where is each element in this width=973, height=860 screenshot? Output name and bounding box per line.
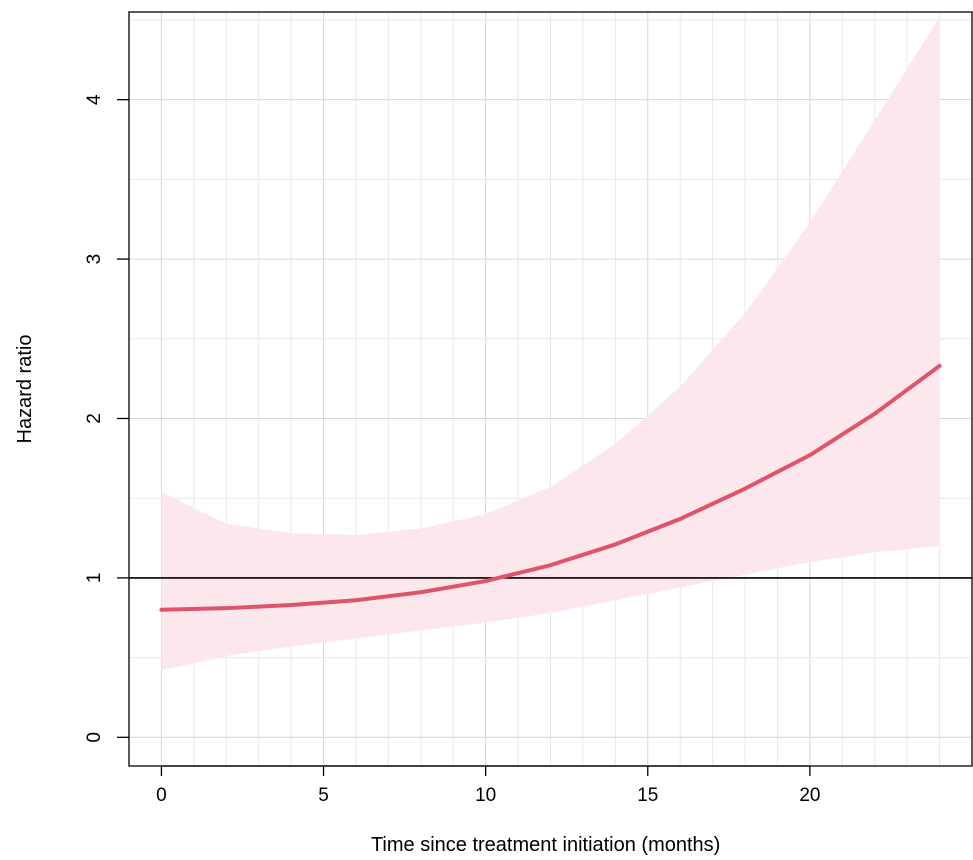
x-tick-label: 10 [475, 785, 496, 806]
hazard-ratio-line [159, 363, 942, 612]
series-lines [159, 363, 942, 612]
x-tick-label: 0 [156, 785, 167, 806]
confidence-band [161, 16, 940, 671]
y-axis: 0 1 2 3 4 [84, 94, 129, 743]
x-tick-label: 20 [799, 785, 820, 806]
confidence-ribbons [161, 16, 940, 671]
y-tick-label: 2 [84, 413, 105, 424]
y-tick-label: 0 [84, 732, 105, 743]
y-tick-label: 4 [84, 94, 105, 105]
x-axis-label: Time since treatment initiation (months) [371, 834, 720, 856]
y-axis-label: Hazard ratio [14, 335, 36, 444]
x-tick-label: 15 [637, 785, 658, 806]
x-axis: 0 5 10 15 20 [156, 765, 820, 806]
y-tick-label: 3 [84, 254, 105, 265]
x-tick-label: 5 [318, 785, 329, 806]
y-tick-label: 1 [84, 573, 105, 584]
